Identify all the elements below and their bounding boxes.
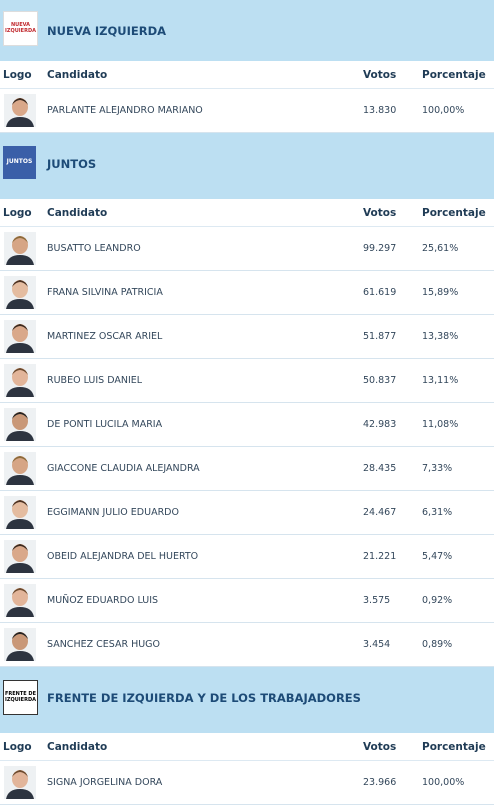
column-label: Porcentaje [422,741,486,753]
candidate-photo [4,94,36,127]
candidate-percent: 100,00% [422,105,465,116]
avatar [4,364,36,397]
candidate-percent: 7,33% [422,463,453,474]
column-header: Logo Candidato Votos Porcentaje [0,200,494,227]
avatar [4,276,36,309]
candidate-votes: 3.454 [363,639,391,650]
column-label: Votos [363,741,397,753]
candidate-name: OBEID ALEJANDRA DEL HUERTO [47,551,199,562]
candidate-percent: 13,11% [422,375,459,386]
avatar [4,496,36,529]
candidate-row: MUÑOZ EDUARDO LUIS 3.575 0,92% [0,579,494,623]
column-label: Logo [3,69,32,81]
candidate-row: PARLANTE ALEJANDRO MARIANO 13.830 100,00% [0,89,494,133]
candidate-photo [4,540,36,573]
candidate-percent: 100,00% [422,777,465,788]
avatar [4,584,36,617]
column-label: Votos [363,69,397,81]
party-name: JUNTOS [47,157,97,171]
candidate-name: GIACCONE CLAUDIA ALEJANDRA [47,463,200,474]
candidate-photo [4,320,36,353]
avatar [4,452,36,485]
candidate-row: SANCHEZ CESAR HUGO 3.454 0,89% [0,623,494,667]
candidate-name: SANCHEZ CESAR HUGO [47,639,161,650]
candidate-row: EGGIMANN JULIO EDUARDO 24.467 6,31% [0,491,494,535]
candidate-row: MARTINEZ OSCAR ARIEL 51.877 13,38% [0,315,494,359]
candidate-photo [4,766,36,799]
candidate-photo [4,628,36,661]
candidate-votes: 13.830 [363,105,397,116]
column-label: Porcentaje [422,69,486,81]
avatar [4,766,36,799]
candidate-name: RUBEO LUIS DANIEL [47,375,143,386]
party-name: FRENTE DE IZQUIERDA Y DE LOS TRABAJADORE… [47,691,361,705]
column-label: Candidato [47,741,108,753]
avatar [4,408,36,441]
candidate-row: FRANA SILVINA PATRICIA 61.619 15,89% [0,271,494,315]
column-label: Candidato [47,69,108,81]
candidate-votes: 21.221 [363,551,397,562]
candidate-votes: 99.297 [363,243,397,254]
column-label: Votos [363,207,397,219]
column-header: Logo Candidato Votos Porcentaje [0,62,494,89]
candidate-name: PARLANTE ALEJANDRO MARIANO [47,105,203,116]
candidate-votes: 23.966 [363,777,397,788]
candidate-name: MUÑOZ EDUARDO LUIS [47,595,159,606]
candidate-votes: 50.837 [363,375,397,386]
avatar [4,628,36,661]
candidate-votes: 24.467 [363,507,397,518]
column-label: Porcentaje [422,207,486,219]
avatar [4,320,36,353]
candidate-photo [4,364,36,397]
party-name: NUEVA IZQUIERDA [47,24,167,38]
candidate-percent: 25,61% [422,243,459,254]
party-header: JUNTOS JUNTOS [0,133,494,200]
candidate-row: GIACCONE CLAUDIA ALEJANDRA 28.435 7,33% [0,447,494,491]
candidate-name: FRANA SILVINA PATRICIA [47,287,163,298]
party-header: FRENTE DE IZQUIERDA FRENTE DE IZQUIERDA Y… [0,667,494,734]
candidate-votes: 3.575 [363,595,391,606]
candidate-percent: 5,47% [422,551,453,562]
party-header: NUEVA IZQUIERDA NUEVA IZQUIERDA [0,0,494,62]
party-logo: NUEVA IZQUIERDA [3,11,38,46]
candidate-row: SIGNA JORGELINA DORA 23.966 100,00% [0,761,494,805]
candidate-photo [4,408,36,441]
candidate-name: DE PONTI LUCILA MARIA [47,419,163,430]
column-header: Logo Candidato Votos Porcentaje [0,734,494,761]
avatar [4,540,36,573]
avatar [4,232,36,265]
candidate-photo [4,496,36,529]
candidate-votes: 28.435 [363,463,397,474]
candidate-name: SIGNA JORGELINA DORA [47,777,163,788]
column-label: Candidato [47,207,108,219]
candidate-name: EGGIMANN JULIO EDUARDO [47,507,179,518]
column-label: Logo [3,741,32,753]
avatar [4,94,36,127]
candidate-percent: 15,89% [422,287,459,298]
candidate-percent: 0,92% [422,595,453,606]
candidate-row: DE PONTI LUCILA MARIA 42.983 11,08% [0,403,494,447]
candidate-percent: 0,89% [422,639,453,650]
candidate-votes: 61.619 [363,287,397,298]
party-logo: JUNTOS [3,146,36,179]
column-label: Logo [3,207,32,219]
candidate-votes: 42.983 [363,419,397,430]
candidate-percent: 11,08% [422,419,459,430]
candidate-votes: 51.877 [363,331,397,342]
candidate-photo [4,276,36,309]
party-logo: FRENTE DE IZQUIERDA [3,680,38,715]
candidate-percent: 13,38% [422,331,459,342]
candidate-row: OBEID ALEJANDRA DEL HUERTO 21.221 5,47% [0,535,494,579]
candidate-row: BUSATTO LEANDRO 99.297 25,61% [0,227,494,271]
candidate-row: RUBEO LUIS DANIEL 50.837 13,11% [0,359,494,403]
candidate-name: BUSATTO LEANDRO [47,243,141,254]
candidate-photo [4,232,36,265]
candidate-photo [4,584,36,617]
candidate-photo [4,452,36,485]
candidate-percent: 6,31% [422,507,453,518]
candidate-name: MARTINEZ OSCAR ARIEL [47,331,163,342]
